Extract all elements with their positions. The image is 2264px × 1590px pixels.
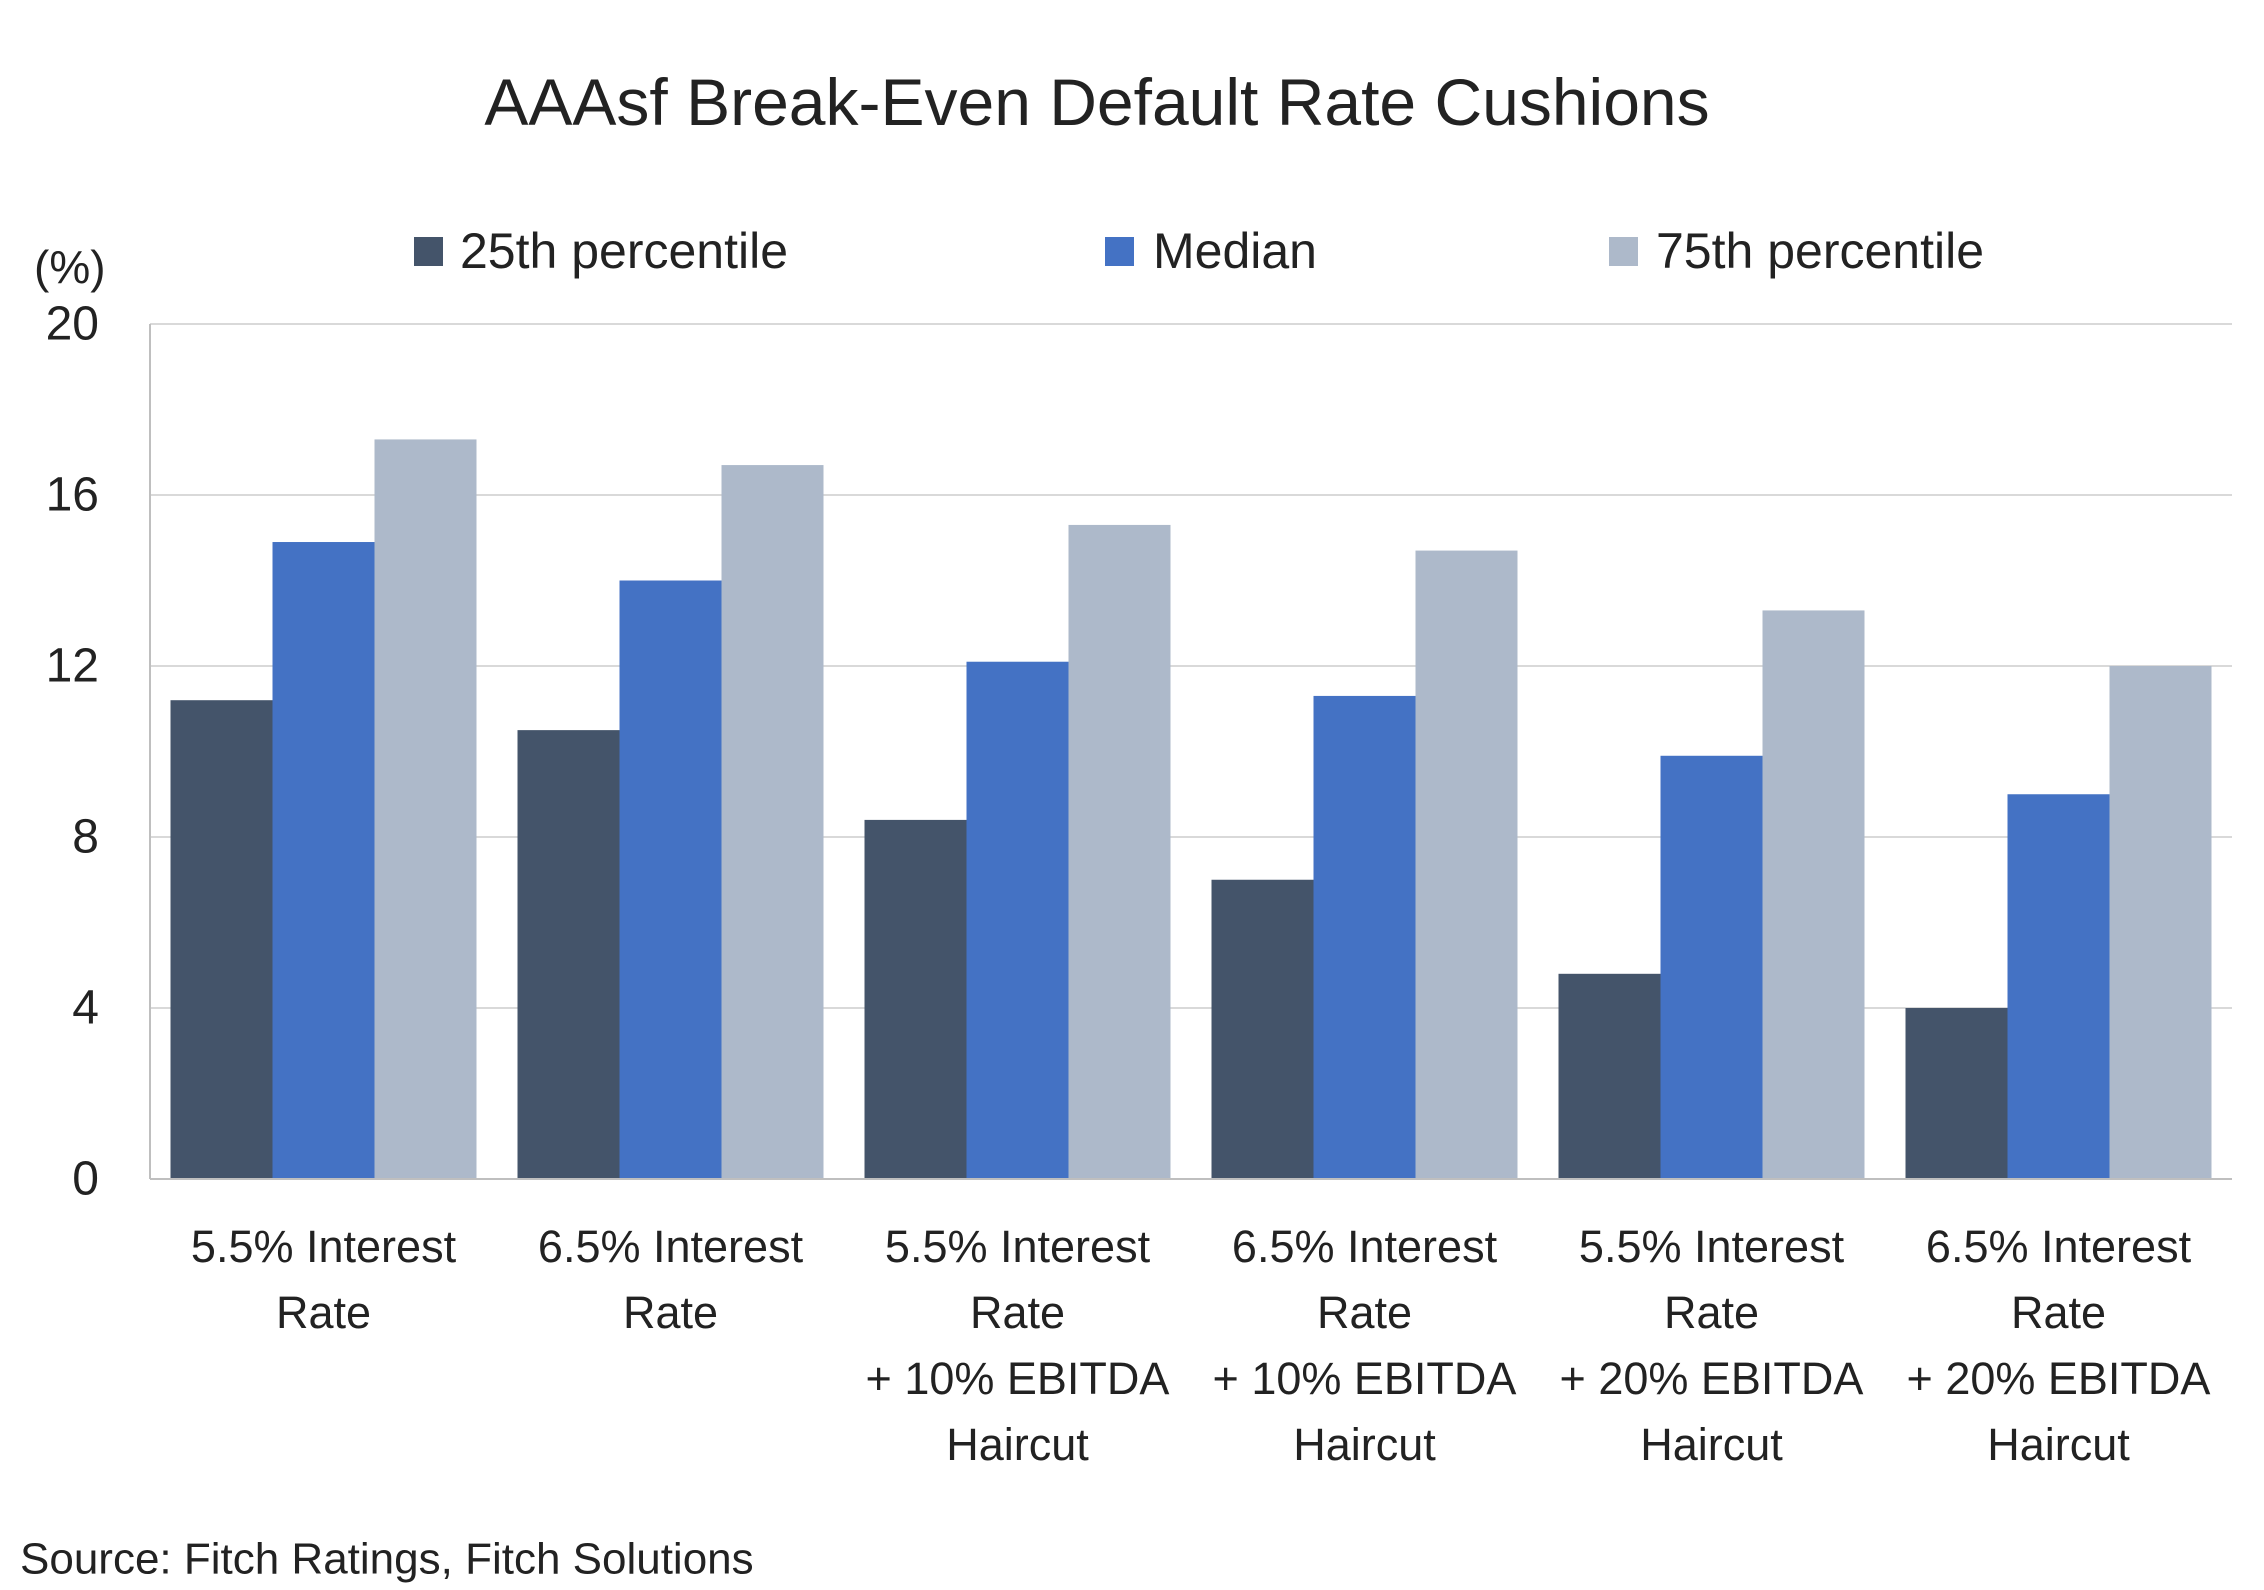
bar-75th-percentile-4 xyxy=(1415,550,1518,1179)
legend-swatch-median xyxy=(1105,237,1134,266)
bar-25th-percentile-3 xyxy=(864,819,967,1179)
axes xyxy=(149,324,2232,1180)
legend-swatch-75th-percentile xyxy=(1609,237,1638,266)
bar-25th-percentile-6 xyxy=(1905,1008,2008,1179)
x-category-label-line: + 10% EBITDA xyxy=(866,1353,1170,1404)
legend: 25th percentile Median 75th percentile xyxy=(414,223,1984,279)
bar-75th-percentile-1 xyxy=(374,439,477,1179)
legend-label-25th-percentile: 25th percentile xyxy=(460,223,788,279)
source-note: Source: Fitch Ratings, Fitch Solutions xyxy=(20,1535,754,1584)
x-category-label-line: Rate xyxy=(970,1287,1065,1338)
x-category-label: 5.5% Interest Rate + 20% EBITDA Haircut xyxy=(1560,1221,1864,1470)
y-tick-labels: 0 4 8 12 16 20 xyxy=(46,298,99,1206)
bar-75th-percentile-2 xyxy=(721,465,824,1179)
bar-median-1 xyxy=(272,542,375,1179)
x-category-label-line: Haircut xyxy=(1987,1419,2130,1470)
x-category-label-line: 5.5% Interest xyxy=(1579,1221,1845,1272)
x-category-label-line: Haircut xyxy=(1293,1419,1436,1470)
bar-25th-percentile-2 xyxy=(517,730,620,1179)
x-category-label-line: 6.5% Interest xyxy=(1232,1221,1498,1272)
bar-median-2 xyxy=(619,580,722,1179)
bar-median-6 xyxy=(2007,794,2110,1179)
bar-75th-percentile-6 xyxy=(2109,666,2212,1179)
bar-median-5 xyxy=(1660,755,1763,1179)
x-category-label-line: Rate xyxy=(623,1287,718,1338)
x-category-label-line: 6.5% Interest xyxy=(538,1221,804,1272)
x-category-label: 5.5% Interest Rate xyxy=(191,1221,457,1338)
gridlines xyxy=(150,323,2232,1009)
y-tick-label: 0 xyxy=(72,1153,99,1206)
x-category-label-line: 5.5% Interest xyxy=(885,1221,1151,1272)
x-category-label: 6.5% Interest Rate + 20% EBITDA Haircut xyxy=(1907,1221,2211,1470)
x-category-label-line: + 20% EBITDA xyxy=(1907,1353,2211,1404)
bar-75th-percentile-3 xyxy=(1068,524,1171,1179)
chart-title: AAAsf Break-Even Default Rate Cushions xyxy=(484,65,1709,139)
x-category-label-line: + 10% EBITDA xyxy=(1213,1353,1517,1404)
legend-label-75th-percentile: 75th percentile xyxy=(1656,223,1984,279)
y-tick-label: 12 xyxy=(46,640,99,693)
bar-median-4 xyxy=(1313,695,1416,1179)
x-category-label-line: Haircut xyxy=(1640,1419,1783,1470)
bars xyxy=(170,439,2212,1179)
y-axis-unit-label: (%) xyxy=(34,241,106,293)
x-category-label-line: Rate xyxy=(1317,1287,1412,1338)
x-category-label-line: Rate xyxy=(1664,1287,1759,1338)
legend-label-median: Median xyxy=(1153,223,1317,279)
bar-25th-percentile-1 xyxy=(170,700,273,1179)
bar-75th-percentile-5 xyxy=(1762,610,1865,1179)
x-category-label-line: + 20% EBITDA xyxy=(1560,1353,1864,1404)
y-tick-label: 16 xyxy=(46,469,99,522)
legend-swatch-25th-percentile xyxy=(414,237,443,266)
x-category-label-line: Rate xyxy=(2011,1287,2106,1338)
x-category-label-line: Rate xyxy=(276,1287,371,1338)
x-category-label: 6.5% Interest Rate xyxy=(538,1221,804,1338)
x-category-label-line: Haircut xyxy=(946,1419,1089,1470)
y-tick-label: 4 xyxy=(72,982,99,1035)
x-category-label: 5.5% Interest Rate + 10% EBITDA Haircut xyxy=(866,1221,1170,1470)
bar-25th-percentile-5 xyxy=(1558,973,1661,1179)
y-tick-label: 20 xyxy=(46,298,99,351)
x-category-label-line: 6.5% Interest xyxy=(1926,1221,2192,1272)
x-category-label-line: 5.5% Interest xyxy=(191,1221,457,1272)
bar-median-3 xyxy=(966,661,1069,1179)
bar-25th-percentile-4 xyxy=(1211,879,1314,1179)
y-tick-label: 8 xyxy=(72,811,99,864)
x-category-label: 6.5% Interest Rate + 10% EBITDA Haircut xyxy=(1213,1221,1517,1470)
